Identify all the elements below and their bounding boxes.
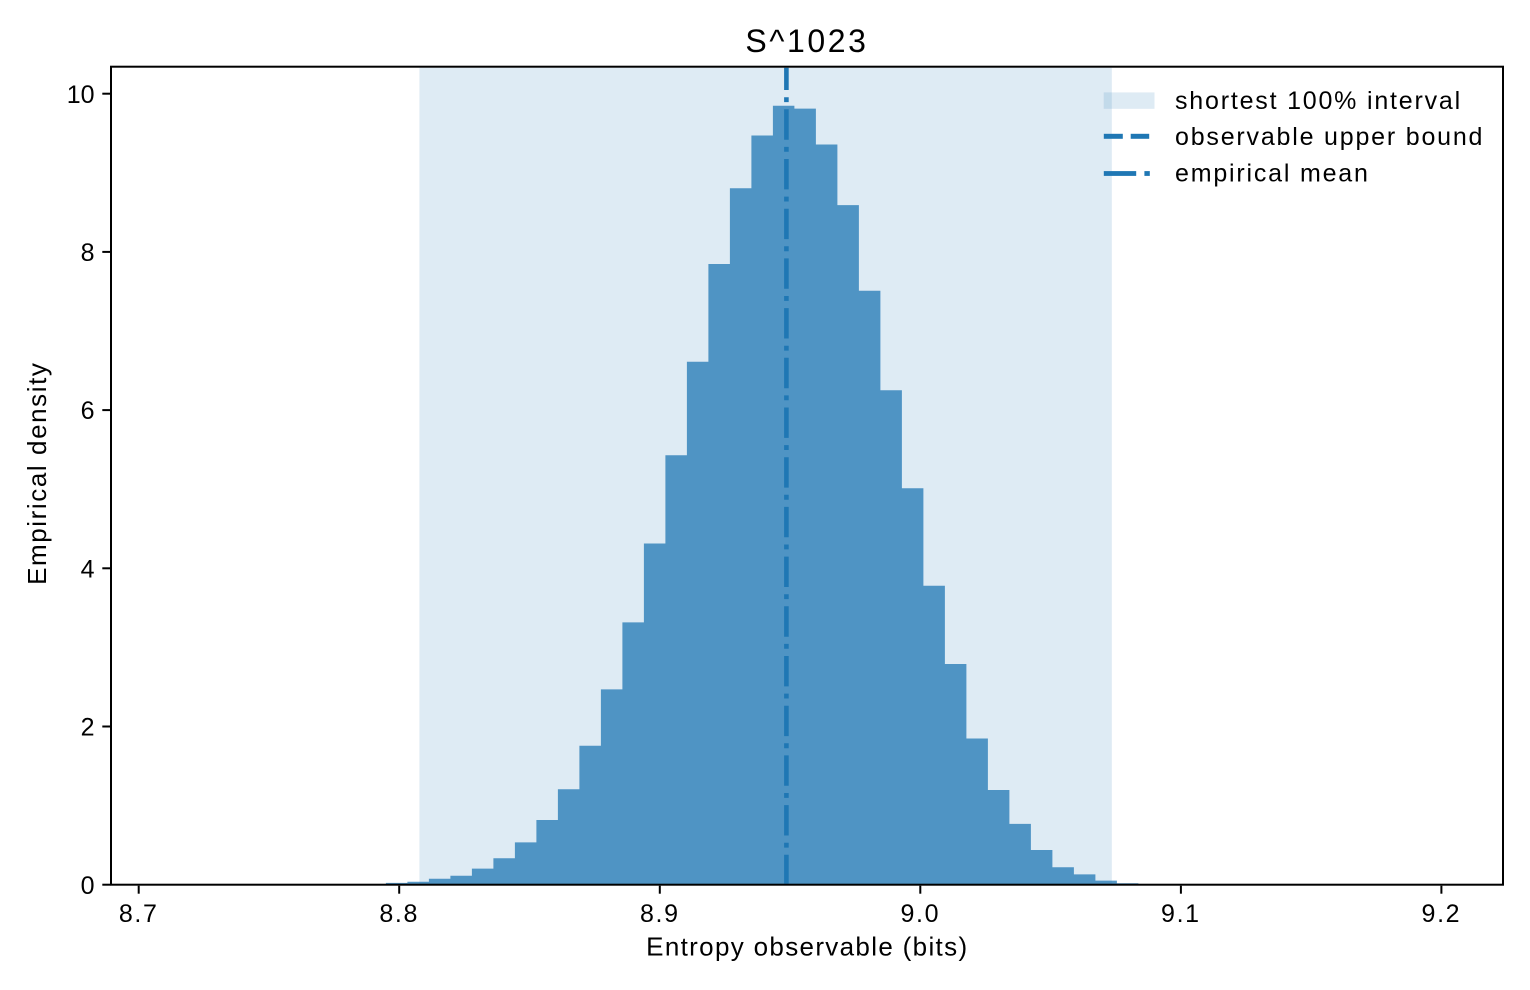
svg-text:Empirical density: Empirical density: [22, 362, 52, 585]
svg-text:6: 6: [81, 397, 95, 425]
svg-text:empirical mean: empirical mean: [1175, 160, 1370, 188]
svg-text:9.2: 9.2: [1422, 900, 1462, 928]
svg-text:10: 10: [67, 81, 95, 109]
svg-text:8.8: 8.8: [379, 900, 419, 928]
svg-text:4: 4: [81, 555, 95, 583]
svg-text:8.9: 8.9: [640, 900, 680, 928]
svg-text:S^1023: S^1023: [745, 23, 868, 59]
svg-text:observable upper bound: observable upper bound: [1175, 123, 1484, 151]
svg-text:9.1: 9.1: [1161, 900, 1201, 928]
svg-text:8.7: 8.7: [119, 900, 159, 928]
svg-text:9.0: 9.0: [900, 900, 940, 928]
svg-text:shortest 100% interval: shortest 100% interval: [1175, 87, 1462, 115]
svg-text:Entropy observable (bits): Entropy observable (bits): [646, 932, 968, 962]
svg-text:8: 8: [81, 239, 95, 267]
svg-text:0: 0: [81, 872, 95, 900]
svg-text:2: 2: [81, 714, 95, 742]
